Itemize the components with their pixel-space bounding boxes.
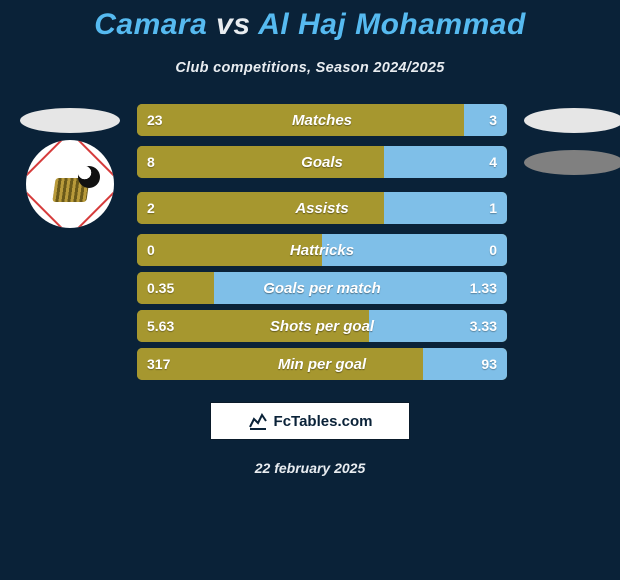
stat-row: 2 Assists 1 [137, 192, 507, 224]
bar-left [137, 192, 384, 224]
bar-left [137, 272, 214, 304]
club-logo-ball [78, 166, 100, 188]
stat-row: 5.63 Shots per goal 3.33 [137, 310, 507, 342]
badge-right-1 [524, 108, 620, 133]
page-title: Camara vs Al Haj Mohammad [0, 8, 620, 42]
chart-icon [248, 411, 268, 431]
bar-left [137, 348, 423, 380]
source-label: FcTables.com [274, 413, 373, 430]
comparison-card: Camara vs Al Haj Mohammad Club competiti… [0, 0, 620, 580]
club-logo-left [26, 140, 114, 228]
subtitle: Club competitions, Season 2024/2025 [0, 60, 620, 76]
bar-right [214, 272, 507, 304]
bar-right [384, 146, 507, 178]
bar-right [369, 310, 507, 342]
stat-row: 8 Goals 4 [137, 146, 507, 178]
bar-left [137, 310, 369, 342]
badge-right-2 [524, 150, 620, 175]
stats-grid: 23 Matches 3 8 Goals 4 2 Assists 1 [15, 104, 605, 380]
source-box: FcTables.com [210, 402, 410, 440]
bar-right [464, 104, 507, 136]
player-right-name: Al Haj Mohammad [258, 8, 526, 41]
bar-right [423, 348, 507, 380]
player-left-name: Camara [94, 8, 207, 41]
stat-row: 23 Matches 3 [137, 104, 507, 136]
bar-right [322, 234, 507, 266]
bar-left [137, 234, 322, 266]
title-vs: vs [207, 8, 258, 41]
bar-right [384, 192, 507, 224]
stat-row: 317 Min per goal 93 [137, 348, 507, 380]
date-label: 22 february 2025 [0, 460, 620, 476]
stat-row: 0.35 Goals per match 1.33 [137, 272, 507, 304]
stat-row: 0 Hattricks 0 [137, 234, 507, 266]
badge-left-1 [20, 108, 120, 133]
bar-left [137, 104, 464, 136]
bar-left [137, 146, 384, 178]
